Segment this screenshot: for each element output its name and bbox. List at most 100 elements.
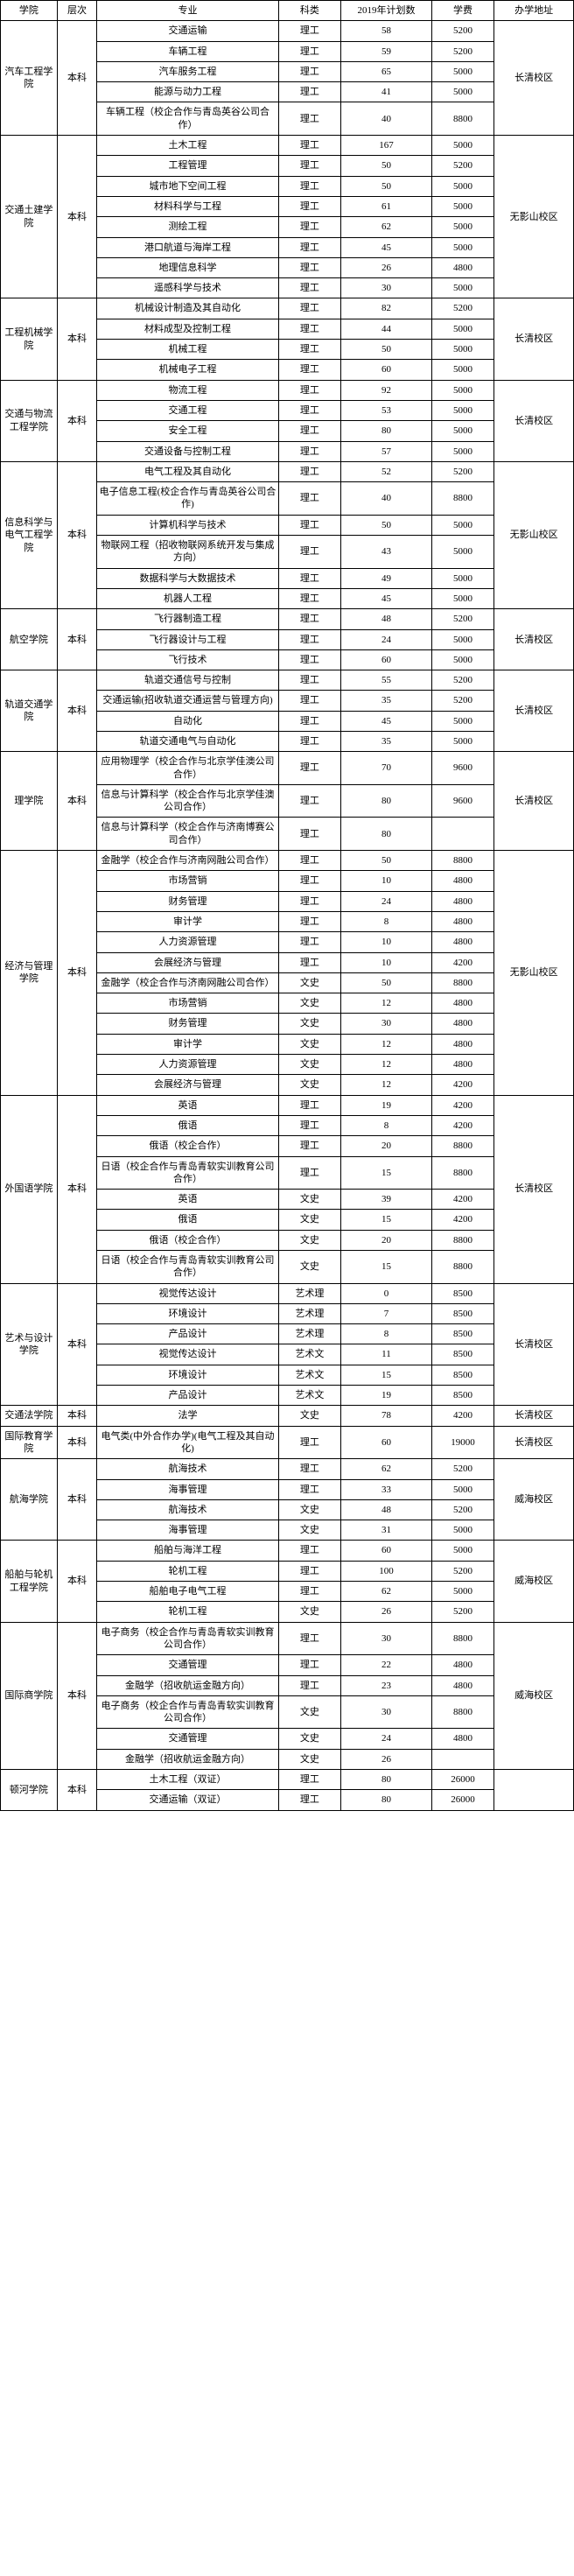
fee-cell: 5000 <box>431 217 494 237</box>
table-row: 经济与管理学院本科金融学（校企合作与济南网融公司合作）理工508800无影山校区 <box>1 851 574 871</box>
major-cell: 船舶与海洋工程 <box>97 1541 279 1561</box>
category-cell: 理工 <box>278 1479 340 1499</box>
level-cell: 本科 <box>57 1459 96 1541</box>
category-cell: 文史 <box>278 1602 340 1622</box>
category-cell: 理工 <box>278 588 340 608</box>
header-fee: 学费 <box>431 1 494 21</box>
plan-cell: 50 <box>341 340 432 360</box>
fee-cell: 5200 <box>431 670 494 691</box>
major-cell: 航海技术 <box>97 1459 279 1479</box>
campus-cell: 长清校区 <box>494 670 574 752</box>
major-cell: 交通运输(招收轨道交通运营与管理方向) <box>97 691 279 711</box>
campus-cell: 长清校区 <box>494 1283 574 1406</box>
campus-cell: 无影山校区 <box>494 136 574 298</box>
major-cell: 机器人工程 <box>97 588 279 608</box>
fee-cell: 4800 <box>431 932 494 952</box>
plan-cell: 167 <box>341 136 432 156</box>
major-cell: 城市地下空间工程 <box>97 176 279 196</box>
campus-cell: 长清校区 <box>494 21 574 136</box>
category-cell: 理工 <box>278 752 340 785</box>
plan-cell: 19 <box>341 1095 432 1115</box>
level-cell: 本科 <box>57 21 96 136</box>
major-cell: 材料成型及控制工程 <box>97 319 279 339</box>
plan-cell: 61 <box>341 196 432 216</box>
major-cell: 英语 <box>97 1095 279 1115</box>
table-row: 艺术与设计学院本科视觉传达设计艺术理08500长清校区 <box>1 1283 574 1303</box>
plan-cell: 26 <box>341 257 432 277</box>
category-cell: 理工 <box>278 670 340 691</box>
plan-cell: 60 <box>341 649 432 670</box>
table-row: 工程机械学院本科机械设计制造及其自动化理工825200长清校区 <box>1 298 574 319</box>
category-cell: 艺术文 <box>278 1365 340 1385</box>
fee-cell: 4800 <box>431 871 494 891</box>
fee-cell: 5000 <box>431 400 494 420</box>
level-cell: 本科 <box>57 136 96 298</box>
category-cell: 文史 <box>278 1190 340 1210</box>
college-cell: 顿河学院 <box>1 1770 58 1811</box>
category-cell: 理工 <box>278 461 340 481</box>
major-cell: 轮机工程 <box>97 1602 279 1622</box>
category-cell: 理工 <box>278 609 340 629</box>
fee-cell: 4200 <box>431 1095 494 1115</box>
category-cell: 理工 <box>278 41 340 61</box>
fee-cell: 4800 <box>431 993 494 1014</box>
fee-cell: 9600 <box>431 752 494 785</box>
fee-cell: 5000 <box>431 61 494 81</box>
category-cell: 理工 <box>278 400 340 420</box>
plan-cell: 35 <box>341 731 432 751</box>
category-cell: 理工 <box>278 217 340 237</box>
plan-cell: 22 <box>341 1655 432 1675</box>
major-cell: 自动化 <box>97 711 279 731</box>
category-cell: 理工 <box>278 136 340 156</box>
plan-cell: 92 <box>341 380 432 400</box>
fee-cell: 8800 <box>431 1622 494 1655</box>
fee-cell <box>431 1749 494 1769</box>
major-cell: 地理信息科学 <box>97 257 279 277</box>
plan-cell: 100 <box>341 1561 432 1581</box>
major-cell: 信息与计算科学（校企合作与济南博赛公司合作） <box>97 818 279 851</box>
major-cell: 法学 <box>97 1406 279 1426</box>
major-cell: 金融学（招收航运金融方向） <box>97 1675 279 1695</box>
college-cell: 航海学院 <box>1 1459 58 1541</box>
category-cell: 理工 <box>278 1115 340 1135</box>
header-category: 科类 <box>278 1 340 21</box>
major-cell: 海事管理 <box>97 1479 279 1499</box>
major-cell: 交通设备与控制工程 <box>97 441 279 461</box>
fee-cell: 8500 <box>431 1283 494 1303</box>
level-cell: 本科 <box>57 609 96 670</box>
campus-cell: 长清校区 <box>494 298 574 380</box>
header-major: 专业 <box>97 1 279 21</box>
category-cell: 理工 <box>278 515 340 535</box>
fee-cell: 5000 <box>431 731 494 751</box>
plan-cell: 80 <box>341 1790 432 1810</box>
plan-cell: 15 <box>341 1210 432 1230</box>
category-cell: 文史 <box>278 1729 340 1749</box>
major-cell: 遥感科学与技术 <box>97 278 279 298</box>
fee-cell: 5200 <box>431 1499 494 1520</box>
major-cell: 信息与计算科学（校企合作与北京学佳澳公司合作） <box>97 784 279 818</box>
fee-cell: 5000 <box>431 1541 494 1561</box>
college-cell: 外国语学院 <box>1 1095 58 1283</box>
category-cell: 理工 <box>278 911 340 931</box>
level-cell: 本科 <box>57 1770 96 1811</box>
level-cell: 本科 <box>57 1541 96 1622</box>
plan-cell: 11 <box>341 1344 432 1365</box>
fee-cell: 4200 <box>431 1210 494 1230</box>
fee-cell: 5000 <box>431 176 494 196</box>
table-row: 汽车工程学院本科交通运输理工585200长清校区 <box>1 21 574 41</box>
fee-cell <box>431 818 494 851</box>
fee-cell: 8800 <box>431 482 494 516</box>
fee-cell: 5000 <box>431 441 494 461</box>
major-cell: 飞行技术 <box>97 649 279 670</box>
major-cell: 安全工程 <box>97 421 279 441</box>
major-cell: 计算机科学与技术 <box>97 515 279 535</box>
major-cell: 俄语 <box>97 1115 279 1135</box>
fee-cell: 4800 <box>431 1034 494 1054</box>
category-cell: 文史 <box>278 1210 340 1230</box>
fee-cell: 5200 <box>431 21 494 41</box>
fee-cell: 4800 <box>431 1655 494 1675</box>
category-cell: 理工 <box>278 1156 340 1190</box>
category-cell: 理工 <box>278 176 340 196</box>
plan-cell: 44 <box>341 319 432 339</box>
plan-cell: 59 <box>341 41 432 61</box>
